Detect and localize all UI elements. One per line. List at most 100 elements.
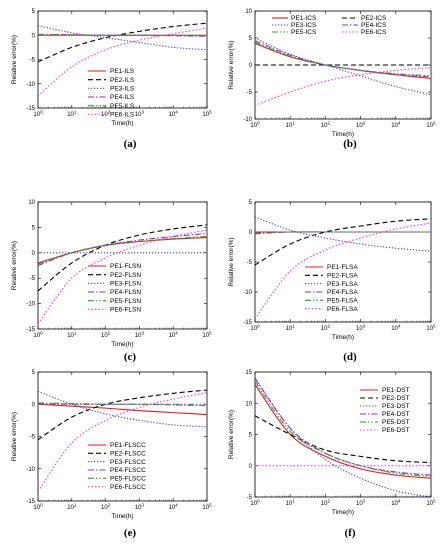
- x-axis-label: Time(h): [332, 509, 354, 516]
- y-axis-label: Relative error(%): [11, 241, 18, 290]
- x-tick-label: 103: [135, 331, 145, 340]
- x-tick-label: 105: [202, 503, 212, 512]
- legend: PE1-DSTPE2-DSTPE3-DSTPE4-DSTPE5-DSTPE6-D…: [360, 387, 409, 434]
- x-tick-label: 103: [135, 110, 145, 119]
- x-axis-ticks: 100 101 102 103 104 105: [33, 11, 212, 118]
- y-tick-label: 15: [245, 370, 252, 376]
- x-tick-label: 104: [391, 324, 401, 333]
- y-tick-label: 5: [32, 370, 36, 376]
- y-axis-label: Relative error(%): [11, 35, 18, 84]
- x-axis-ticks: 100 101 102 103 104 105: [33, 372, 212, 511]
- series-line-PE2-FLSN: [38, 224, 207, 292]
- panel-letter: (f): [345, 527, 356, 539]
- x-tick-label: 104: [391, 121, 401, 130]
- legend-label: PE2-FLSN: [110, 272, 141, 279]
- y-tick-label: 10: [245, 9, 252, 15]
- x-tick-label: 100: [33, 503, 43, 512]
- series-line-PE5-FLSA: [255, 231, 431, 234]
- y-tick-label: -15: [26, 106, 35, 112]
- series-line-PE4-FLSN: [38, 232, 207, 267]
- x-tick-label: 102: [101, 503, 111, 512]
- series-line-PE5-FLSCC: [38, 402, 207, 405]
- x-tick-label: 102: [101, 331, 111, 340]
- x-tick-label: 102: [321, 121, 331, 130]
- legend-label: PE5-FLSN: [110, 298, 141, 305]
- x-tick-label: 101: [286, 121, 296, 130]
- y-tick-label: -5: [30, 435, 36, 441]
- y-axis-ticks: 15 10 5 0 -5: [245, 370, 431, 501]
- y-tick-label: 10: [28, 200, 35, 206]
- x-tick-label: 100: [250, 324, 260, 333]
- y-tick-label: -10: [26, 302, 35, 308]
- legend-label: PE4-ICS: [361, 22, 387, 29]
- legend-label: PE2-DST: [382, 395, 409, 402]
- series-line-PE6-ILS: [38, 27, 207, 97]
- series-group: [255, 377, 431, 497]
- legend-label: PE6-FLSCC: [110, 484, 146, 491]
- series-line-PE2-DST: [255, 415, 431, 464]
- x-tick-label: 103: [356, 324, 366, 333]
- x-axis-ticks: 100 101 102 103 104 105: [33, 202, 212, 339]
- legend-label: PE2-FLSCC: [110, 451, 146, 458]
- y-tick-label: 5: [32, 9, 36, 15]
- x-axis-ticks: 100 101 102 103 104 105: [250, 372, 436, 507]
- y-tick-label: 5: [249, 433, 253, 439]
- x-axis-ticks: 100 101 102 103 104 105: [250, 202, 436, 332]
- series-group: [255, 216, 431, 320]
- y-axis-ticks: 5 0 -5 -10 -15: [26, 370, 207, 505]
- x-tick-label: 104: [169, 331, 179, 340]
- legend-label: PE3-ILS: [110, 86, 135, 93]
- x-axis-label: Time(h): [111, 341, 133, 348]
- legend-label: PE1-FLSCC: [110, 442, 146, 449]
- x-tick-label: 105: [426, 324, 436, 333]
- y-tick-label: 0: [32, 402, 36, 408]
- x-tick-label: 101: [67, 110, 77, 119]
- x-tick-label: 104: [169, 110, 179, 119]
- legend-label: PE5-FLSCC: [110, 476, 146, 483]
- series-group: [38, 389, 207, 492]
- series-line-PE1-FLSN: [38, 237, 207, 264]
- series-line-PE6-FLSA: [255, 222, 431, 320]
- x-tick-label: 100: [33, 110, 43, 119]
- x-tick-label: 101: [67, 503, 77, 512]
- series-line-PE1-ICS: [255, 42, 431, 80]
- legend-label: PE4-FLSCC: [110, 467, 146, 474]
- x-axis-ticks: 100 101 102 103 104 105: [250, 11, 436, 129]
- series-group: [38, 22, 207, 97]
- y-tick-label: -15: [243, 320, 252, 326]
- x-tick-label: 103: [356, 499, 366, 508]
- series-line-PE1-FLSCC: [38, 403, 207, 416]
- legend-label: PE3-DST: [382, 403, 409, 410]
- legend-label: PE3-FLSN: [110, 281, 141, 288]
- series-line-PE3-FLSA: [255, 216, 431, 252]
- y-tick-label: 0: [249, 230, 253, 236]
- series-line-PE4-ICS: [255, 40, 431, 78]
- x-tick-label: 100: [250, 121, 260, 130]
- y-tick-label: 10: [245, 401, 252, 407]
- y-tick-label: 0: [249, 464, 253, 470]
- x-axis-label: Time(h): [332, 334, 354, 341]
- series-line-PE5-ILS: [38, 33, 207, 36]
- x-tick-label: 102: [321, 499, 331, 508]
- y-axis-ticks: 5 0 -5 -10 -15: [243, 200, 431, 326]
- legend-label: PE5-FLSA: [327, 298, 358, 305]
- legend-label: PE4-FLSN: [110, 289, 141, 296]
- legend-label: PE6-ILS: [110, 112, 135, 119]
- x-axis-label: Time(h): [111, 120, 133, 127]
- y-tick-label: 5: [32, 225, 36, 231]
- y-tick-label: 0: [32, 251, 36, 257]
- y-axis-ticks: 10 5 0 -5 -10 -15: [26, 200, 207, 333]
- series-line-PE2-ILS: [38, 22, 207, 63]
- x-tick-label: 100: [250, 499, 260, 508]
- panel-letter: (d): [343, 351, 357, 363]
- legend-label: PE1-FLSA: [327, 264, 358, 271]
- legend-label: PE5-DST: [382, 419, 409, 426]
- y-axis-label: Relative error(%): [228, 40, 235, 89]
- legend-label: PE4-DST: [382, 411, 409, 418]
- panel-letter: (a): [124, 138, 137, 150]
